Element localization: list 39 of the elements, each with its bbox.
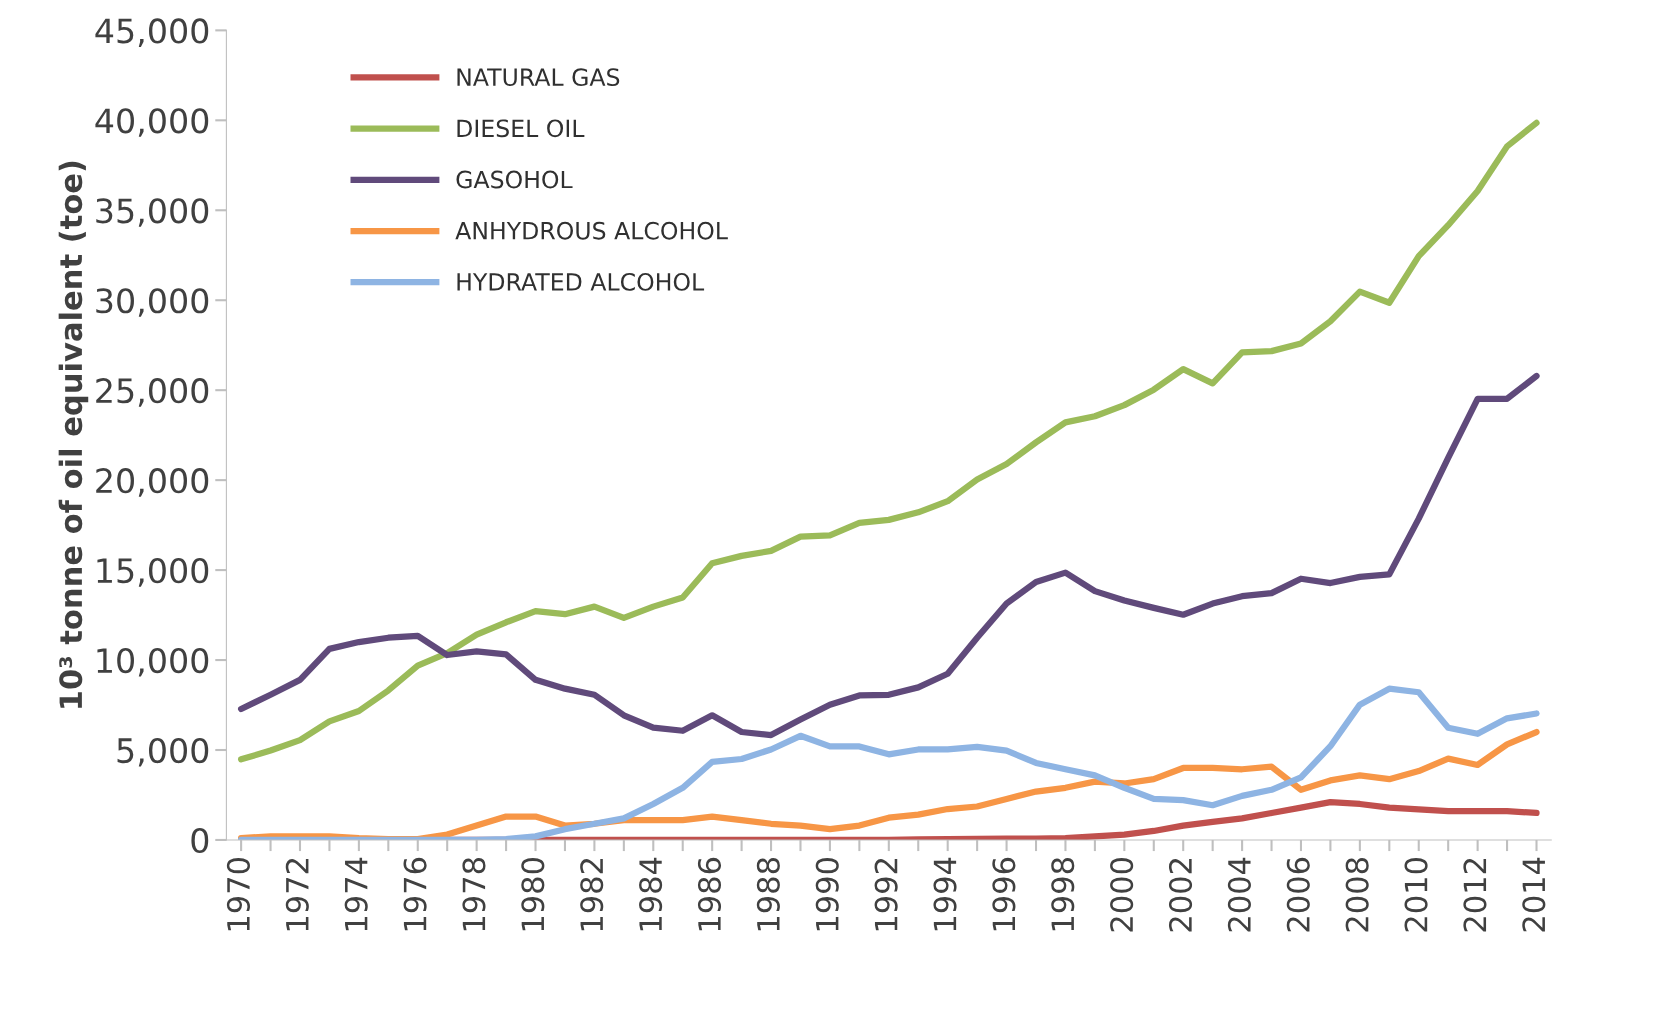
- x-tick-label: 1984: [639, 857, 663, 931]
- x-tick-label: 1982: [580, 858, 604, 931]
- x-tick-label: 1998: [1051, 858, 1075, 931]
- x-tick-label: 1994: [933, 857, 957, 931]
- x-tick-label: 2010: [1404, 857, 1428, 932]
- y-tick-label: 0: [191, 827, 209, 854]
- x-tick-label: 2006: [1286, 857, 1310, 932]
- x-tick-label: 1974: [344, 857, 368, 931]
- legend-label: GASOHOL: [456, 170, 573, 189]
- legend-label: HYDRATED ALCOHOL: [457, 272, 705, 291]
- x-tick-label: 1992: [874, 858, 898, 931]
- legend-label: NATURAL GAS: [457, 68, 620, 87]
- y-tick-label: 45,000: [95, 18, 209, 47]
- x-tick-label: 2000: [1110, 857, 1134, 932]
- x-tick-label: 2012: [1463, 858, 1487, 932]
- y-tick-label: 10,000: [97, 647, 209, 677]
- y-tick-label: 30,000: [96, 288, 209, 317]
- x-tick-label: 2004: [1227, 857, 1251, 932]
- y-tick-label: 5,000: [117, 737, 209, 767]
- legend-label: ANHYDROUS ALCOHOL: [455, 221, 728, 240]
- x-tick-label: 2002: [1168, 858, 1193, 932]
- legend-label: DIESEL OIL: [457, 119, 585, 138]
- y-tick-label: 20,000: [96, 468, 209, 497]
- x-tick-label: 1990: [815, 857, 839, 931]
- x-tick-label: 1976: [403, 857, 427, 931]
- x-tick-label: 1980: [521, 857, 545, 931]
- x-tick-label: 2008: [1345, 858, 1369, 932]
- y-axis-title: 10³ tonne of oil equivalent (toe): [58, 161, 89, 708]
- x-tick-label: 1970: [226, 857, 250, 931]
- x-tick-label: 1996: [992, 857, 1016, 931]
- x-tick-label: 1972: [285, 858, 309, 931]
- x-tick-label: 1986: [697, 857, 722, 931]
- y-tick-label: 35,000: [96, 198, 209, 227]
- y-tick-label: 25,000: [96, 378, 209, 407]
- x-tick-label: 1988: [756, 858, 780, 931]
- y-tick-label: 40,000: [95, 108, 209, 137]
- y-tick-label: 15,000: [97, 558, 209, 587]
- x-tick-label: 1978: [462, 858, 486, 931]
- x-tick-label: 2014: [1522, 857, 1546, 932]
